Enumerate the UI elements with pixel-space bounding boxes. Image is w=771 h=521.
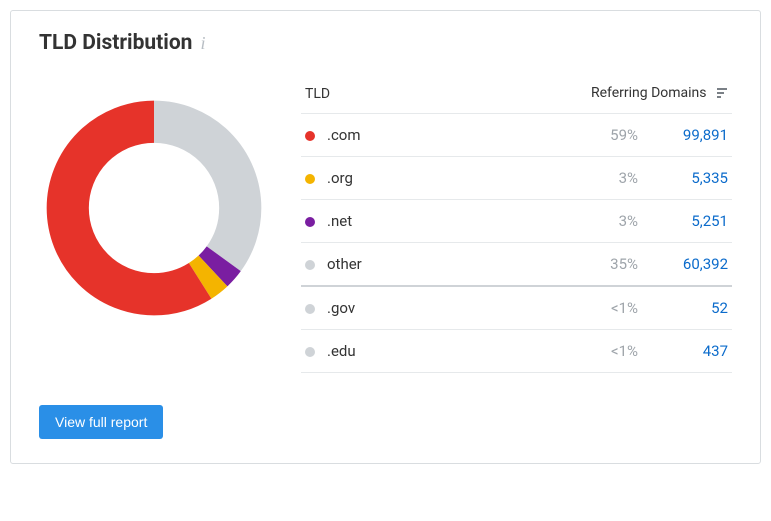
- col-referring-label: Referring Domains: [591, 85, 707, 101]
- donut-chart-container: [39, 75, 269, 327]
- tld-label: .edu: [327, 342, 356, 360]
- card-header: TLD Distribution i: [39, 31, 732, 55]
- tld-label: .org: [327, 169, 353, 187]
- legend-dot-icon: [305, 217, 315, 227]
- info-icon[interactable]: i: [200, 33, 205, 54]
- table-row: .org 3%5,335: [301, 157, 732, 200]
- tld-label: .gov: [327, 299, 355, 317]
- card-footer: View full report: [39, 405, 732, 439]
- table-row: .com 59%99,891: [301, 114, 732, 157]
- tld-table-container: TLD Referring Domains: [301, 75, 732, 373]
- tld-label-cell: .net: [301, 200, 572, 243]
- tld-label-cell: .edu: [301, 330, 572, 373]
- donut-chart: [39, 93, 269, 323]
- tld-count[interactable]: 60,392: [642, 243, 732, 287]
- col-referring-header[interactable]: Referring Domains: [572, 75, 732, 114]
- legend-dot-icon: [305, 174, 315, 184]
- tld-pct: <1%: [572, 286, 642, 330]
- tld-label-cell: other: [301, 243, 572, 287]
- tld-label-cell: .org: [301, 157, 572, 200]
- table-row: other 35%60,392: [301, 243, 732, 287]
- tld-table: TLD Referring Domains: [301, 75, 732, 373]
- view-full-report-button[interactable]: View full report: [39, 405, 163, 439]
- tld-count[interactable]: 52: [642, 286, 732, 330]
- legend-dot-icon: [305, 131, 315, 141]
- sort-desc-icon: [716, 87, 728, 103]
- table-row: .edu <1%437: [301, 330, 732, 373]
- table-row: .net 3%5,251: [301, 200, 732, 243]
- table-row: .gov <1%52: [301, 286, 732, 330]
- tld-pct: <1%: [572, 330, 642, 373]
- tld-distribution-card: TLD Distribution i TLD Referring Domains: [10, 10, 761, 464]
- tld-label: other: [327, 255, 362, 273]
- col-tld-header: TLD: [301, 75, 572, 114]
- tld-pct: 3%: [572, 200, 642, 243]
- legend-dot-icon: [305, 347, 315, 357]
- tld-label: .com: [327, 126, 361, 144]
- tld-count[interactable]: 5,335: [642, 157, 732, 200]
- tld-label-cell: .gov: [301, 286, 572, 330]
- table-header-row: TLD Referring Domains: [301, 75, 732, 114]
- legend-dot-icon: [305, 304, 315, 314]
- tld-label: .net: [327, 212, 352, 230]
- tld-count[interactable]: 437: [642, 330, 732, 373]
- tld-pct: 59%: [572, 114, 642, 157]
- legend-dot-icon: [305, 260, 315, 270]
- tld-count[interactable]: 99,891: [642, 114, 732, 157]
- tld-pct: 3%: [572, 157, 642, 200]
- tld-pct: 35%: [572, 243, 642, 287]
- card-title: TLD Distribution: [39, 31, 192, 55]
- tld-count[interactable]: 5,251: [642, 200, 732, 243]
- tld-label-cell: .com: [301, 114, 572, 157]
- card-content: TLD Referring Domains: [39, 75, 732, 373]
